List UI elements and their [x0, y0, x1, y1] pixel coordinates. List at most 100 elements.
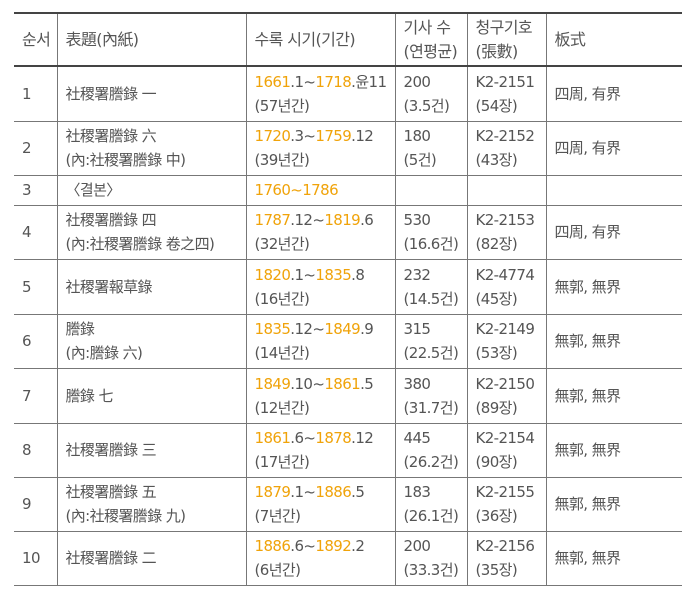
average-text: (5건)	[403, 151, 437, 169]
period-segment: .12~	[290, 211, 325, 229]
row-number: 1	[22, 84, 32, 103]
cell-count: 380 (31.7건)	[394, 368, 467, 424]
duration-text: (57년간)	[254, 96, 310, 115]
cell-code: K2-4774 (45장)	[466, 259, 546, 315]
title-text: 社稷署報草錄	[65, 277, 153, 296]
cell-code: K2-2150 (89장)	[466, 368, 546, 424]
cell-format: 無郭, 無界	[545, 368, 682, 424]
period-segment: 1718	[315, 72, 352, 91]
header-format: 板式	[545, 12, 682, 67]
table-row: 5 社稷署報草錄 1820.1~1835.8 (16년간) 232 (14.5건) K2-4…	[14, 259, 682, 315]
count-text: 380	[403, 374, 431, 393]
period-segment: 1849	[324, 320, 361, 338]
period-segment: 1760~1786	[254, 181, 339, 199]
table-row: 10 社稷署謄錄 二 1886.6~1892.2 (6년간) 200 (33.3건) K2-…	[14, 531, 682, 586]
cell-count: 232 (14.5건)	[394, 259, 467, 315]
cell-format: 無郭, 無界	[545, 477, 682, 532]
records-table: 순서 表題(內紙) 수록 시기(기간) 기사 수 (연평균) 청구기호 (張數) 板…	[14, 12, 682, 586]
title-text: 社稷署謄錄 六	[65, 127, 157, 145]
average-text: (26.1건)	[403, 507, 459, 525]
call-number-text: K2-2151	[475, 72, 535, 91]
cell-code: K2-2153 (82장)	[466, 205, 546, 260]
period-segment: .윤11	[351, 72, 387, 91]
table-row: 8 社稷署謄錄 三 1861.6~1878.12 (17년간) 445 (26.2건) K2…	[14, 423, 682, 478]
period-segment: 1849	[254, 374, 291, 393]
cell-code: K2-2149 (53장)	[466, 314, 546, 369]
period-segment: 1886	[254, 537, 291, 555]
period-segment: .9	[360, 320, 374, 338]
cell-format: 無郭, 無界	[545, 531, 682, 586]
call-number-text: K2-2149	[475, 320, 535, 338]
title-text: 社稷署謄錄 五	[65, 483, 157, 501]
period-segment: .1~	[290, 72, 316, 91]
count-text: 183	[403, 483, 431, 501]
title-text: 謄錄 七	[65, 386, 114, 405]
pages-text: (54장)	[475, 96, 518, 115]
period-segment: 1720	[254, 127, 291, 145]
period-segment: .2	[351, 537, 365, 555]
duration-text: (14년간)	[254, 344, 310, 362]
cell-count: 183 (26.1건)	[394, 477, 467, 532]
header-text: 순서	[22, 29, 51, 49]
call-number-text: K2-2156	[475, 537, 535, 555]
cell-code: K2-2155 (36장)	[466, 477, 546, 532]
cell-no: 1	[14, 66, 57, 122]
header-text: 板式	[554, 29, 586, 49]
pages-text: (90장)	[475, 453, 518, 471]
duration-text: (17년간)	[254, 453, 310, 471]
count-text: 315	[403, 320, 431, 338]
table-row: 3 〈결본〉 1760~1786	[14, 175, 682, 206]
cell-title: 謄錄 (內:謄錄 六)	[56, 314, 246, 369]
cell-count: 530 (16.6건)	[394, 205, 467, 260]
count-text: 180	[403, 127, 431, 145]
table-row: 4 社稷署謄錄 四 (內:社稷署謄錄 卷之四) 1787.12~1819.6 (32년간…	[14, 205, 682, 260]
pages-text: (35장)	[475, 561, 518, 579]
period-segment: 1759	[315, 127, 352, 145]
title-text: 社稷署謄錄 一	[65, 84, 157, 103]
format-text: 無郭, 無界	[554, 441, 622, 459]
call-number-text: K2-2155	[475, 483, 535, 501]
table-row: 7 謄錄 七 1849.10~1861.5 (12년간) 380 (31.7건) K2-21…	[14, 368, 682, 424]
cell-period: 1849.10~1861.5 (12년간)	[245, 368, 395, 424]
cell-no: 6	[14, 314, 57, 369]
call-number-text: K2-2153	[475, 211, 535, 229]
duration-text: (16년간)	[254, 289, 310, 308]
row-number: 2	[22, 139, 32, 157]
row-number: 3	[22, 181, 32, 199]
average-text: (14.5건)	[403, 289, 459, 308]
pages-text: (53장)	[475, 344, 518, 362]
cell-count: 315 (22.5건)	[394, 314, 467, 369]
cell-no: 7	[14, 368, 57, 424]
title-text: 社稷署謄錄 四	[65, 211, 157, 229]
cell-format: 四周, 有界	[545, 205, 682, 260]
cell-code	[466, 175, 546, 206]
cell-title: 社稷署謄錄 一	[56, 66, 246, 122]
cell-no: 3	[14, 175, 57, 206]
period-segment: .5	[360, 374, 374, 393]
format-text: 無郭, 無界	[554, 386, 622, 405]
pages-text: (89장)	[475, 398, 518, 417]
count-text: 530	[403, 211, 431, 229]
cell-period: 1886.6~1892.2 (6년간)	[245, 531, 395, 586]
header-text: 수록 시기(기간)	[254, 29, 356, 49]
period-segment: .6~	[290, 537, 316, 555]
period-segment: 1886	[315, 483, 352, 501]
cell-count: 200 (33.3건)	[394, 531, 467, 586]
cell-title: 社稷署謄錄 四 (內:社稷署謄錄 卷之四)	[56, 205, 246, 260]
header-period: 수록 시기(기간)	[245, 12, 395, 67]
period-segment: 1787	[254, 211, 291, 229]
row-number: 4	[22, 223, 32, 241]
cell-no: 4	[14, 205, 57, 260]
cell-period: 1820.1~1835.8 (16년간)	[245, 259, 395, 315]
cell-title: 社稷署報草錄	[56, 259, 246, 315]
cell-no: 10	[14, 531, 57, 586]
row-number: 9	[22, 495, 32, 513]
title-text: 謄錄	[65, 320, 95, 338]
call-number-text: K2-2152	[475, 127, 535, 145]
count-text: 200	[403, 537, 431, 555]
row-number: 5	[22, 277, 32, 296]
cell-code: K2-2154 (90장)	[466, 423, 546, 478]
cell-title: 〈결본〉	[56, 175, 246, 206]
row-number: 8	[22, 441, 32, 459]
inner-title-text: (內:社稷署謄錄 九)	[65, 507, 187, 525]
